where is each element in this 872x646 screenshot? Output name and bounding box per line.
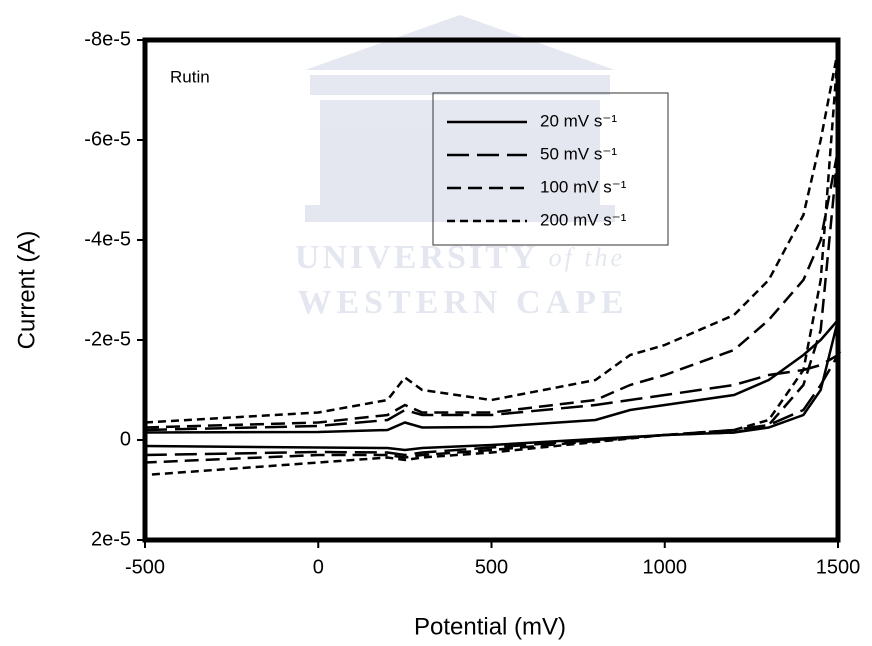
legend-label: 100 mV s⁻¹ <box>540 177 627 196</box>
watermark-logo <box>305 15 615 222</box>
y-tick-label: -4e-5 <box>84 228 131 250</box>
y-axis-title: Current (A) <box>13 231 40 350</box>
series-line <box>144 351 842 457</box>
legend-label: 200 mV s⁻¹ <box>540 210 627 229</box>
x-tick-label: 500 <box>475 556 508 578</box>
y-tick-label: 2e-5 <box>91 528 131 550</box>
y-tick-label: -2e-5 <box>84 328 131 350</box>
y-tick-label: 0 <box>120 428 131 450</box>
watermark-text: UNIVERSITY of the <box>295 239 625 276</box>
legend: 20 mV s⁻¹ 50 mV s⁻¹ 100 mV s⁻¹ 200 mV s⁻¹ <box>432 92 669 246</box>
x-tick-label: 1000 <box>643 556 688 578</box>
annotation: Rutin <box>170 67 210 86</box>
series-line <box>144 149 840 464</box>
legend-label: 20 mV s⁻¹ <box>540 111 617 130</box>
x-tick-label: 0 <box>313 556 324 578</box>
legend-box <box>432 92 669 246</box>
x-tick-label: 1500 <box>816 556 861 578</box>
y-tick-label: -6e-5 <box>84 128 131 150</box>
legend-label: 50 mV s⁻¹ <box>540 144 617 163</box>
y-tick-label: -8e-5 <box>84 28 131 50</box>
watermark-text: WESTERN CAPE <box>297 284 628 321</box>
x-tick-label: -500 <box>125 556 165 578</box>
series-line <box>144 49 840 477</box>
watermark: UNIVERSITY of the WESTERN CAPE <box>295 15 628 321</box>
series-line <box>144 319 840 452</box>
x-axis-title: Potential (mV) <box>414 613 566 640</box>
